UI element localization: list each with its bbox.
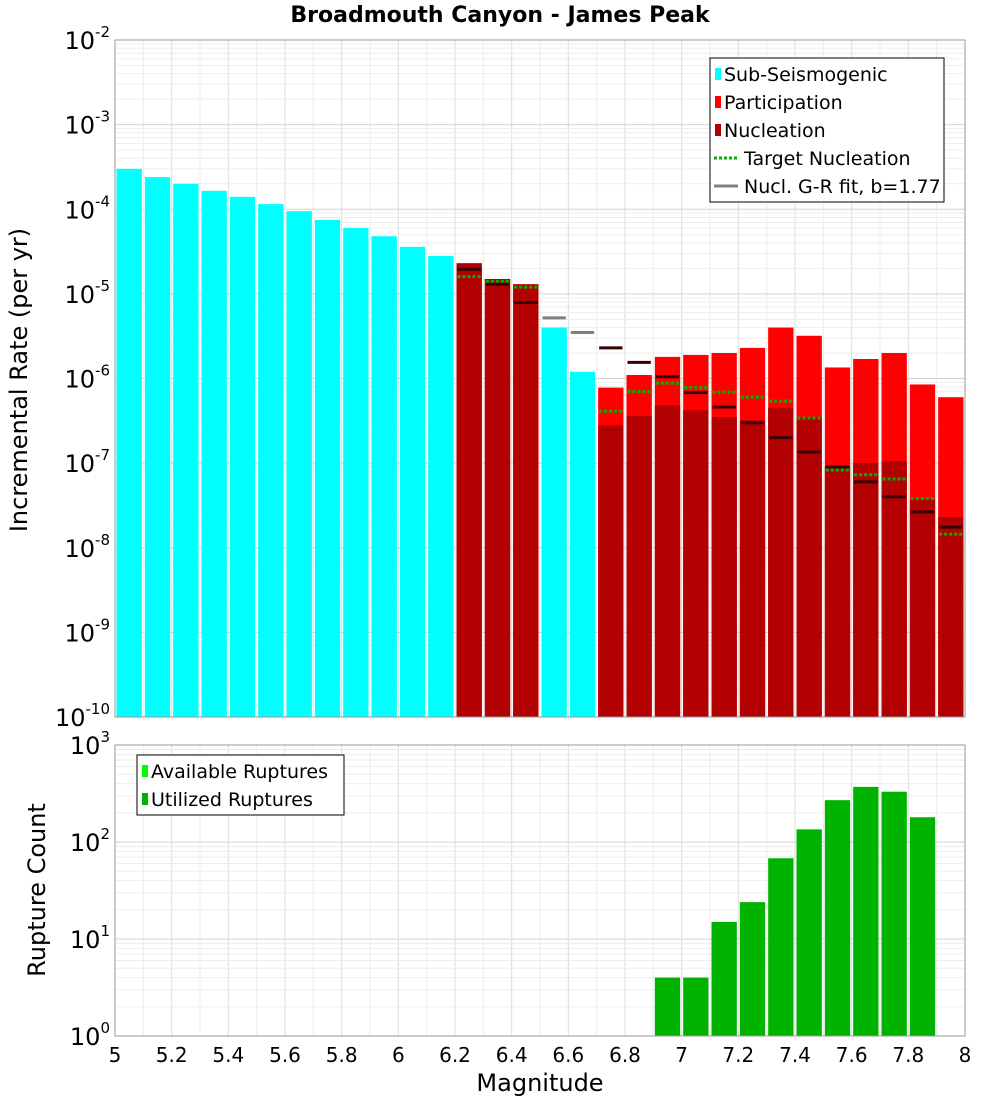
x-tick-label: 5.4	[212, 1043, 244, 1067]
x-tick-label: 7.8	[892, 1043, 924, 1067]
x-tick-label: 5.6	[269, 1043, 301, 1067]
x-tick-label: 7.4	[779, 1043, 811, 1067]
bottom-bar-utilized-ruptures[interactable]	[654, 977, 681, 1036]
x-tick-label: 5	[109, 1043, 122, 1067]
top-y-tick-label: 10-7	[64, 446, 110, 478]
top-bar-sub-seismogenic[interactable]	[173, 183, 199, 717]
top-bar-nucleation[interactable]	[796, 417, 822, 717]
top-legend-swatch	[715, 124, 721, 136]
x-axis-label: Magnitude	[476, 1069, 603, 1097]
bottom-bar-utilized-ruptures[interactable]	[796, 829, 822, 1036]
top-y-tick-label: 10-9	[64, 615, 110, 647]
bottom-bar-utilized-ruptures[interactable]	[824, 800, 851, 1036]
top-legend-label: Participation	[724, 92, 843, 114]
x-tick-label: 7.6	[836, 1043, 868, 1067]
top-bar-sub-seismogenic[interactable]	[541, 327, 567, 717]
top-plot-frame	[114, 39, 966, 718]
top-bar-nucleation[interactable]	[484, 278, 511, 717]
top-legend-label: Sub-Seismogenic	[724, 64, 888, 86]
top-legend-label: Nucleation	[724, 120, 826, 142]
top-bar-nucleation[interactable]	[598, 425, 624, 717]
bottom-bar-utilized-ruptures[interactable]	[909, 817, 936, 1036]
top-bar-nucleation[interactable]	[626, 416, 652, 717]
top-y-tick-label: 10-6	[64, 362, 110, 394]
top-bar-sub-seismogenic[interactable]	[258, 204, 284, 717]
bottom-plot-frame	[114, 744, 966, 1037]
top-bar-sub-seismogenic[interactable]	[229, 196, 256, 717]
x-tick-label: 7	[675, 1043, 688, 1067]
top-bar-nucleation[interactable]	[654, 405, 681, 717]
top-bar-sub-seismogenic[interactable]	[314, 219, 341, 717]
bottom-legend-label: Available Ruptures	[151, 761, 328, 783]
x-tick-label: 6.6	[552, 1043, 584, 1067]
top-bar-sub-seismogenic[interactable]	[286, 211, 312, 718]
bottom-y-tick-label: 102	[70, 825, 110, 857]
top-y-tick-label: 10-2	[64, 23, 110, 55]
bottom-bar-utilized-ruptures[interactable]	[683, 977, 709, 1036]
bottom-bar-utilized-ruptures[interactable]	[881, 791, 907, 1036]
top-y-tick-label: 10-5	[64, 277, 110, 309]
x-tick-label: 6	[392, 1043, 405, 1067]
top-legend-swatch	[715, 96, 721, 108]
bottom-y-tick-label: 100	[70, 1019, 110, 1051]
bottom-legend-box	[136, 754, 345, 816]
x-tick-label: 5.2	[156, 1043, 188, 1067]
top-bar-sub-seismogenic[interactable]	[116, 168, 142, 718]
top-y-tick-label: 10-3	[64, 108, 110, 140]
bottom-y-axis-label: Rupture Count	[23, 803, 51, 977]
top-bar-nucleation[interactable]	[513, 284, 539, 717]
bottom-bar-utilized-ruptures[interactable]	[853, 786, 879, 1036]
bottom-bar-utilized-ruptures[interactable]	[768, 858, 794, 1036]
top-y-tick-label: 10-4	[64, 192, 110, 224]
top-bar-sub-seismogenic[interactable]	[371, 236, 397, 717]
top-bar-nucleation[interactable]	[683, 410, 709, 717]
top-bar-sub-seismogenic[interactable]	[201, 190, 227, 717]
top-legend-box	[709, 57, 945, 203]
top-y-tick-label: 10-8	[64, 531, 110, 563]
bottom-legend-label: Utilized Ruptures	[151, 789, 313, 811]
chart-title: Broadmouth Canyon - James Peak	[290, 3, 711, 28]
top-bar-nucleation[interactable]	[768, 407, 794, 717]
top-legend-label: Nucl. G-R fit, b=1.77	[744, 176, 941, 198]
x-tick-label: 5.8	[326, 1043, 358, 1067]
x-tick-label: 8	[959, 1043, 972, 1067]
top-bar-sub-seismogenic[interactable]	[343, 228, 369, 717]
top-bar-nucleation[interactable]	[456, 263, 482, 717]
bottom-legend-swatch	[142, 793, 148, 805]
top-bar-sub-seismogenic[interactable]	[144, 177, 171, 717]
top-bar-sub-seismogenic[interactable]	[399, 246, 426, 717]
top-bar-nucleation[interactable]	[853, 463, 879, 717]
top-y-axis-label: Incremental Rate (per yr)	[5, 228, 33, 532]
top-bar-nucleation[interactable]	[881, 461, 907, 717]
top-bar-nucleation[interactable]	[824, 466, 851, 717]
top-bar-nucleation[interactable]	[711, 417, 737, 717]
x-tick-label: 6.2	[439, 1043, 471, 1067]
top-bar-sub-seismogenic[interactable]	[428, 256, 454, 717]
top-y-tick-label: 10-10	[55, 700, 110, 732]
top-legend-label: Target Nucleation	[743, 148, 911, 170]
bottom-bar-utilized-ruptures[interactable]	[711, 921, 737, 1036]
top-bar-sub-seismogenic[interactable]	[569, 371, 596, 717]
top-bar-nucleation[interactable]	[739, 420, 766, 717]
bottom-bar-utilized-ruptures[interactable]	[739, 902, 766, 1036]
x-tick-label: 6.8	[609, 1043, 641, 1067]
top-bar-nucleation[interactable]	[909, 498, 936, 717]
top-bar-nucleation[interactable]	[938, 517, 964, 717]
bottom-y-tick-label: 101	[70, 922, 110, 954]
bottom-legend-swatch	[142, 765, 148, 777]
x-tick-label: 6.4	[496, 1043, 528, 1067]
top-legend-swatch	[715, 68, 721, 80]
x-tick-label: 7.2	[722, 1043, 754, 1067]
bottom-y-tick-label: 103	[70, 728, 110, 760]
